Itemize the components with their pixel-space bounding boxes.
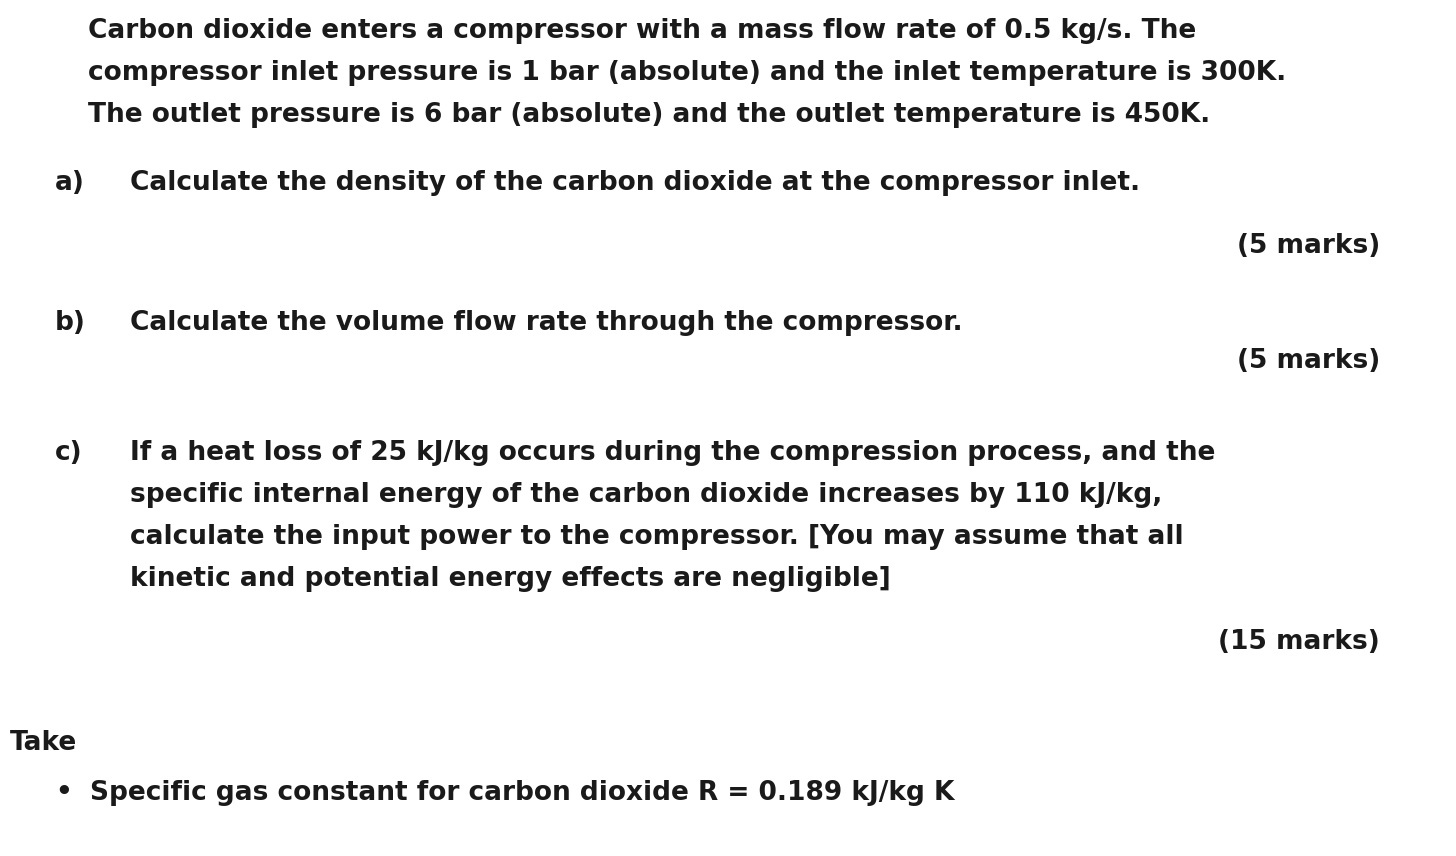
Text: specific internal energy of the carbon dioxide increases by 110 kJ/kg,: specific internal energy of the carbon d… xyxy=(130,482,1162,508)
Text: calculate the input power to the compressor. [You may assume that all: calculate the input power to the compres… xyxy=(130,524,1184,550)
Text: Take: Take xyxy=(10,730,77,756)
Text: c): c) xyxy=(55,440,83,466)
Text: If a heat loss of 25 kJ/kg occurs during the compression process, and the: If a heat loss of 25 kJ/kg occurs during… xyxy=(130,440,1216,466)
Text: b): b) xyxy=(55,310,86,336)
Text: (15 marks): (15 marks) xyxy=(1219,629,1380,655)
Text: kinetic and potential energy effects are negligible]: kinetic and potential energy effects are… xyxy=(130,566,891,592)
Text: Calculate the volume flow rate through the compressor.: Calculate the volume flow rate through t… xyxy=(130,310,962,336)
Text: compressor inlet pressure is 1 bar (absolute) and the inlet temperature is 300K.: compressor inlet pressure is 1 bar (abso… xyxy=(87,60,1286,86)
Text: (5 marks): (5 marks) xyxy=(1236,348,1380,374)
Text: Calculate the density of the carbon dioxide at the compressor inlet.: Calculate the density of the carbon diox… xyxy=(130,170,1140,196)
Text: a): a) xyxy=(55,170,84,196)
Text: (5 marks): (5 marks) xyxy=(1236,233,1380,259)
Text: Carbon dioxide enters a compressor with a mass flow rate of 0.5 kg/s. The: Carbon dioxide enters a compressor with … xyxy=(87,18,1197,44)
Text: •: • xyxy=(55,780,71,806)
Text: Specific gas constant for carbon dioxide R = 0.189 kJ/kg K: Specific gas constant for carbon dioxide… xyxy=(90,780,954,806)
Text: The outlet pressure is 6 bar (absolute) and the outlet temperature is 450K.: The outlet pressure is 6 bar (absolute) … xyxy=(87,102,1210,128)
